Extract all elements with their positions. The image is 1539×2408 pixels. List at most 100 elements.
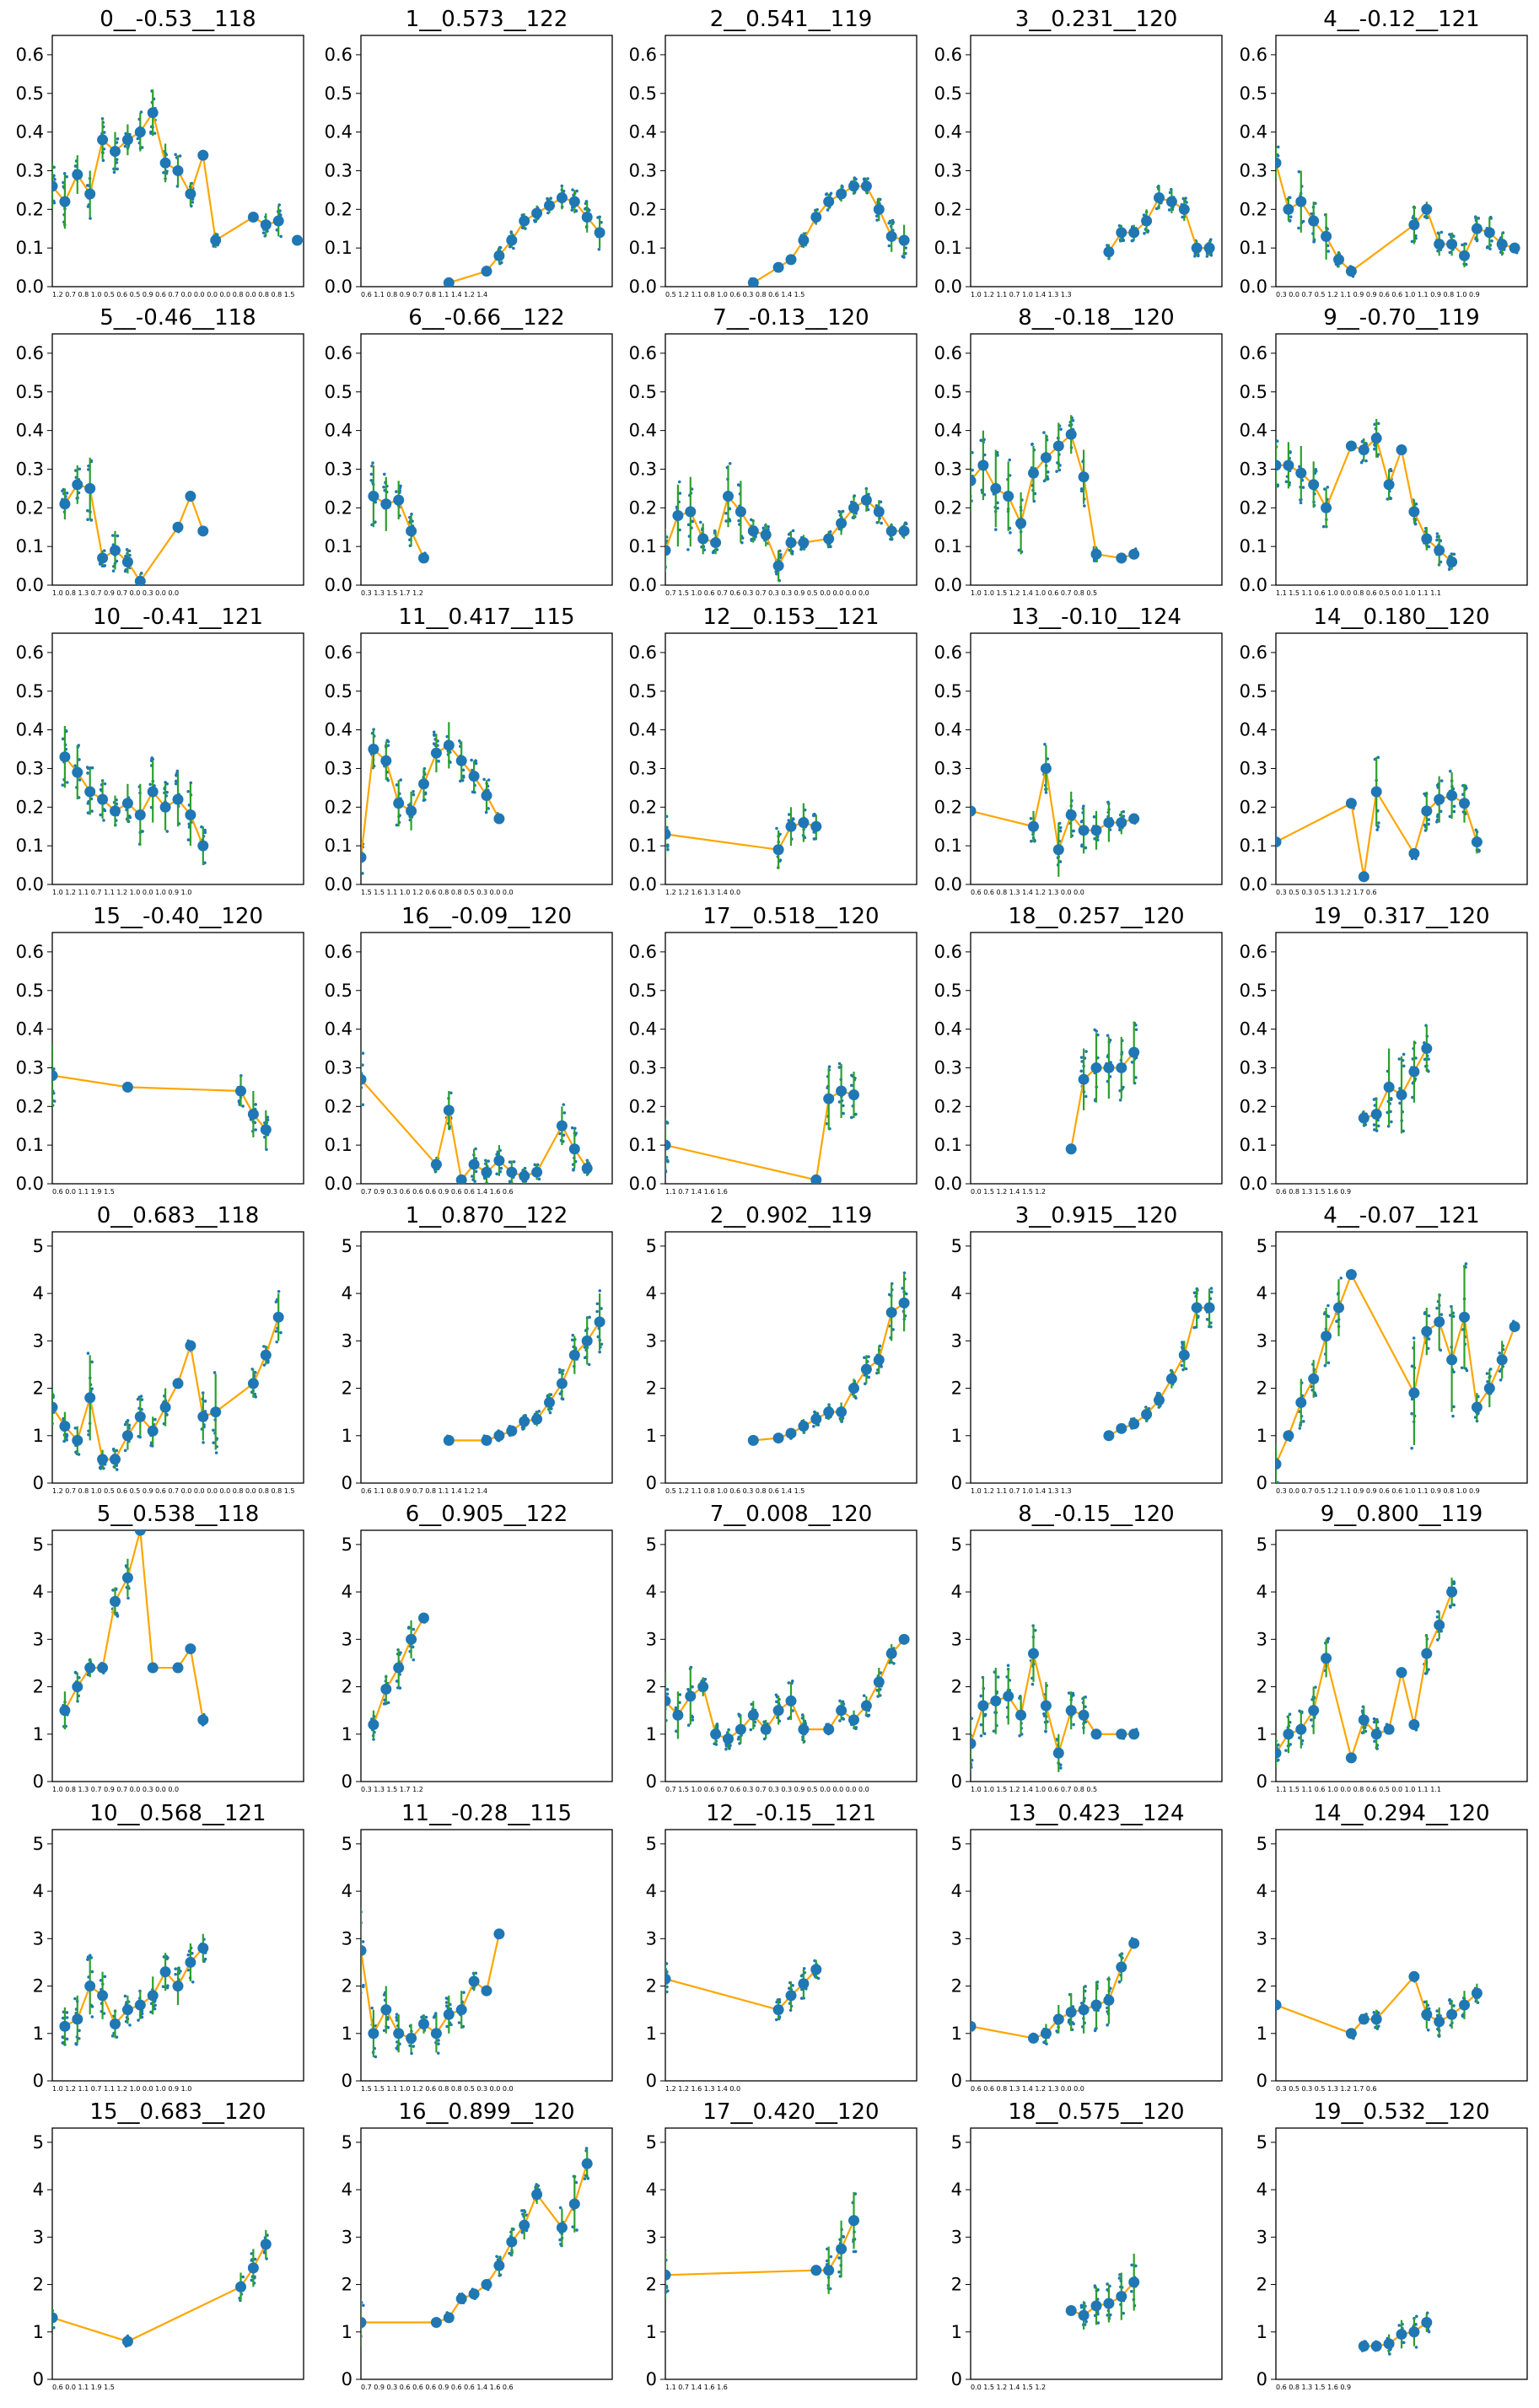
mean-marker (172, 1662, 184, 1674)
sample-dot (495, 2255, 498, 2259)
plot-area (361, 2147, 593, 2346)
sample-dot (812, 814, 815, 818)
sample-dot (150, 756, 154, 760)
sample-dot (399, 778, 403, 782)
subplot-8: 8__-0.18__120 0.0 0.1 0.2 0.3 0.4 0.5 0.6 1.0 1.… (934, 305, 1223, 597)
sample-dot (583, 1346, 587, 1349)
mean-marker (1283, 203, 1294, 215)
sample-dot (842, 1111, 845, 1115)
sample-dot (829, 191, 833, 196)
y-tick-label: 0.6 (1240, 942, 1267, 962)
mean-marker (1103, 1430, 1115, 1442)
y-tick-label: 0.2 (934, 797, 962, 817)
mean-marker (568, 1143, 580, 1155)
sample-dot (691, 1718, 695, 1722)
sample-dot (1448, 769, 1452, 773)
sample-dot (1375, 1129, 1379, 1132)
mean-marker (380, 1683, 392, 1695)
subplot-9: 9__-0.70__119 0.0 0.1 0.2 0.3 0.4 0.5 0.6 1.1 1.… (1240, 305, 1528, 597)
y-tick-label: 0.0 (934, 277, 962, 297)
mean-marker (134, 1999, 146, 2011)
sample-dot (153, 2007, 157, 2011)
sample-dot (78, 1675, 81, 1680)
y-tick-label: 0.6 (16, 642, 44, 663)
subplot-0: 0__-0.53__118 0.0 0.1 0.2 0.3 0.4 0.5 0.6 1.2 0.… (16, 7, 304, 298)
sample-dot (253, 2257, 257, 2261)
sample-dot (1289, 1743, 1292, 1746)
mean-marker (235, 1085, 246, 1097)
sample-dot (996, 1675, 1000, 1679)
mean-marker (1496, 1354, 1508, 1366)
y-tick-label: 0.3 (1240, 1057, 1267, 1078)
y-tick-label: 0 (1256, 1473, 1267, 1493)
sample-dot (1167, 208, 1171, 212)
sample-dot (89, 1954, 92, 1957)
y-tick-label: 4 (646, 1881, 657, 1901)
sample-dot (1373, 443, 1376, 447)
mean-marker (1154, 192, 1165, 204)
mean-marker (430, 1158, 442, 1170)
sample-dot (992, 1729, 996, 1733)
sample-dot (445, 2024, 449, 2029)
mean-marker (197, 1411, 209, 1422)
subplot-title: 10__0.568__121 (89, 1801, 266, 1826)
sample-dot (1181, 1345, 1184, 1349)
y-tick-label: 0.6 (1240, 343, 1267, 363)
sample-dot (1154, 207, 1159, 211)
mean-marker (672, 509, 684, 521)
mean-marker (185, 1340, 196, 1352)
y-tick-label: 3 (33, 2227, 44, 2247)
mean-marker (1116, 1062, 1127, 1073)
sample-dot (678, 1693, 682, 1696)
y-tick-label: 1 (1256, 2024, 1267, 2044)
sample-dot (905, 1292, 908, 1296)
sample-dot (186, 789, 191, 793)
x-tick-labels: 1.0 1.2 1.1 0.7 1.1 1.2 1.0 0.0 1.0 0.9 … (52, 2085, 191, 2093)
sample-dot (61, 2035, 65, 2039)
mean-marker (1408, 506, 1420, 518)
y-tick-label: 0.1 (934, 1135, 962, 1155)
y-tick-label: 0.3 (325, 1057, 352, 1078)
sample-dot (1276, 1481, 1279, 1483)
x-tick-labels: 1.5 1.5 1.1 1.0 1.2 0.6 0.8 0.8 0.5 0.3 … (361, 2085, 514, 2093)
y-tick-label: 4 (1256, 1283, 1267, 1303)
sample-dot (842, 1702, 846, 1706)
sample-dot (779, 553, 783, 556)
sample-dot (424, 2015, 428, 2019)
y-tick-label: 0.6 (629, 343, 657, 363)
x-tick-labels: 1.0 1.2 1.1 0.7 1.0 1.4 1.3 1.3 (971, 1487, 1072, 1495)
sample-dot (474, 1169, 478, 1174)
mean-marker (172, 793, 184, 805)
y-tick-label: 0.0 (16, 1174, 44, 1194)
mean-marker (134, 809, 146, 820)
y-tick-label: 0.0 (325, 575, 352, 595)
sample-dot (548, 1411, 552, 1415)
mean-marker (1116, 817, 1127, 829)
x-tick-labels: 0.3 0.0 0.7 0.5 1.2 1.1 0.9 0.9 0.6 0.6 … (1276, 1487, 1480, 1495)
sample-dot (1423, 1057, 1427, 1062)
sample-dot (361, 2303, 365, 2308)
subplot-18: 18__0.257__120 0.0 0.1 0.2 0.3 0.4 0.5 0.6 0.0 1… (934, 904, 1223, 1196)
sample-dot (902, 1271, 907, 1275)
sample-dot (971, 1717, 974, 1720)
sample-dot (482, 777, 486, 782)
x-tick-labels: 0.7 1.5 1.0 0.6 0.7 0.6 0.3 0.7 0.3 0.3 … (665, 1786, 869, 1793)
mean-marker (1358, 1714, 1369, 1726)
mean-marker (531, 1413, 543, 1425)
mean-marker (1040, 2028, 1052, 2040)
sample-dot (1095, 1029, 1098, 1033)
sample-dot (787, 813, 791, 816)
mean-marker (1421, 203, 1433, 215)
y-tick-label: 0.3 (1240, 160, 1267, 180)
subplot-32: 12__-0.15__121 0 1 2 3 4 5 1.2 1.2 1.6 1.3 1.4 … (646, 1801, 917, 2093)
subplot-title: 17__0.518__120 (702, 904, 879, 929)
mean-marker (860, 1700, 872, 1712)
sample-dot (767, 524, 770, 529)
y-tick-label: 0.0 (325, 1174, 352, 1194)
mean-marker (1471, 223, 1482, 234)
mean-marker (1459, 1999, 1470, 2011)
mean-marker (72, 766, 83, 778)
sample-dot (802, 1966, 806, 1970)
sample-dot (1452, 1405, 1456, 1409)
subplot-3: 3__0.231__120 0.0 0.1 0.2 0.3 0.4 0.5 0.6 1.0 1.… (934, 7, 1223, 298)
